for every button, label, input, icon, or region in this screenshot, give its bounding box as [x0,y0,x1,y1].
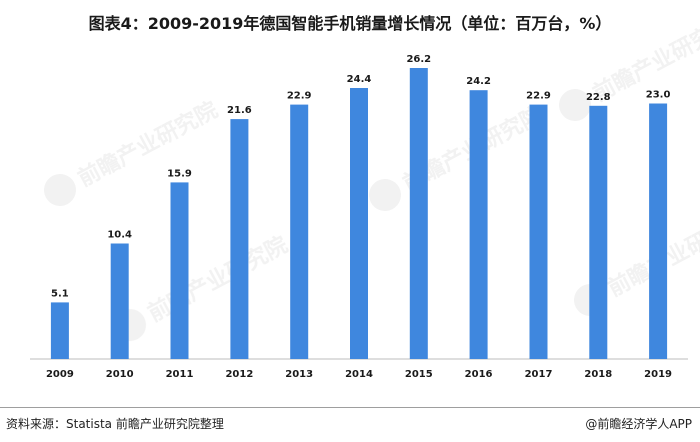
watermark-3: 前瞻产业研究院 [114,232,292,341]
watermark-5: 前瞻产业研究院 [574,207,700,316]
watermark-1: 前瞻产业研究院 [44,97,222,206]
x-tick-label-2018: 2018 [584,369,612,380]
bar-2010 [110,243,129,359]
x-tick-label-2014: 2014 [345,369,373,380]
value-label-2017: 22.9 [526,91,551,102]
value-labels-group: 5.1 10.4 15.9 21.6 22.9 24.4 26.2 24.2 22.9 22.8 2… [51,54,670,299]
value-label-2011: 15.9 [167,168,192,179]
value-label-2016: 24.2 [466,76,491,87]
watermark-logo-icon [369,179,401,211]
x-tick-label-2016: 2016 [465,369,493,380]
bar-2017 [529,104,548,359]
watermark-logo-icon [559,89,591,121]
watermark-2: 前瞻产业研究院 [369,102,547,211]
watermark-text: 前瞻产业研究院 [74,97,222,192]
value-label-2010: 10.4 [107,230,132,241]
value-label-2014: 24.4 [347,74,372,85]
bar-2009 [50,302,69,359]
watermark-4: 前瞻产业研究院 [559,12,700,121]
value-label-2019: 23.0 [646,90,671,101]
watermark-logo-icon [44,174,76,206]
x-tick-label-2009: 2009 [46,369,74,380]
bar-2018 [589,105,608,359]
value-label-2012: 21.6 [227,105,252,116]
x-tick-label-2015: 2015 [405,369,433,380]
x-tick-label-2010: 2010 [106,369,134,380]
bar-2013 [290,104,309,359]
value-label-2009: 5.1 [51,288,69,299]
bar-2016 [469,90,488,359]
bar-2014 [350,88,368,359]
value-label-2013: 22.9 [287,91,312,102]
watermark-text: 前瞻产业研究院 [144,232,292,327]
x-tick-label-2019: 2019 [644,369,672,380]
bar-2012 [230,119,249,359]
value-label-2018: 22.8 [586,92,611,103]
x-tick-label-2013: 2013 [285,369,313,380]
chart-title: 图表4：2009-2019年德国智能手机销量增长情况（单位：百万台，%） [88,14,612,33]
bar-2019 [649,103,668,359]
bars-group [50,68,668,359]
x-tick-label-2011: 2011 [166,369,194,380]
value-label-2015: 26.2 [406,54,431,65]
bar-2011 [170,182,189,359]
bar-2015 [409,68,428,359]
x-tick-label-2012: 2012 [225,369,253,380]
x-tick-labels-group: 2009 2010 2011 2012 2013 2014 2015 2016 2017 2018… [46,369,672,380]
x-tick-label-2017: 2017 [525,369,553,380]
brand-credit: @前瞻经济学人APP [585,417,692,431]
footer-divider [0,407,700,408]
source-note: 资料来源：Statista 前瞻产业研究院整理 [6,417,224,431]
bar-chart: 前瞻产业研究院前瞻产业研究院前瞻产业研究院前瞻产业研究院前瞻产业研究院 5.11… [30,12,700,380]
